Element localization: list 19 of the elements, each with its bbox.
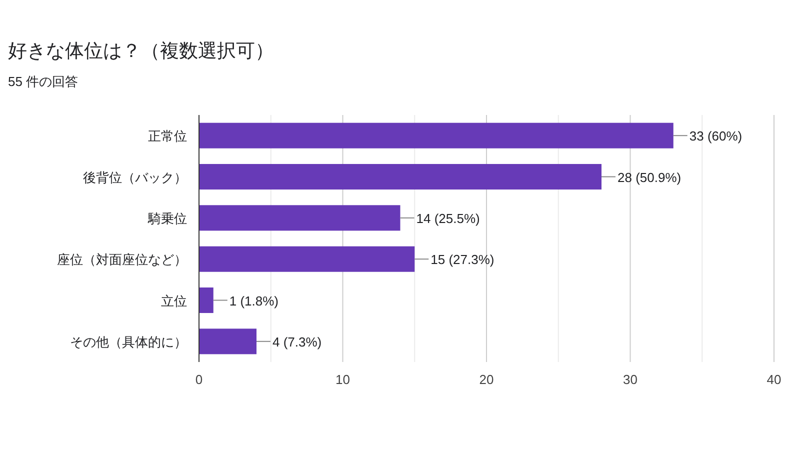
data-label: 1 (1.8%) [229, 293, 279, 308]
y-tick-label: その他（具体的に） [70, 334, 187, 350]
x-tick-label: 40 [766, 372, 782, 387]
x-tick-label: 10 [336, 372, 350, 387]
y-tick-label: 正常位 [148, 128, 187, 144]
subtitle: 55 件の回答 [8, 74, 78, 89]
y-tick-label: 座位（対面座位など） [57, 252, 187, 268]
data-label: 14 (25.5%) [416, 210, 480, 226]
y-tick-label: 騎乗位 [147, 210, 187, 226]
data-label: 33 (60%) [689, 128, 742, 144]
x-tick-label: 30 [623, 372, 638, 387]
data-label: 15 (27.3%) [430, 252, 494, 268]
y-tick-label: 後背位（バック） [83, 170, 187, 185]
data-label: 4 (7.3%) [272, 334, 322, 350]
y-tick-label: 立位 [161, 293, 187, 308]
x-tick-label: 0 [195, 372, 203, 387]
title: 好きな体位は？（複数選択可） [8, 41, 274, 62]
data-label: 28 (50.9%) [618, 170, 682, 185]
x-tick-label: 20 [479, 372, 494, 387]
